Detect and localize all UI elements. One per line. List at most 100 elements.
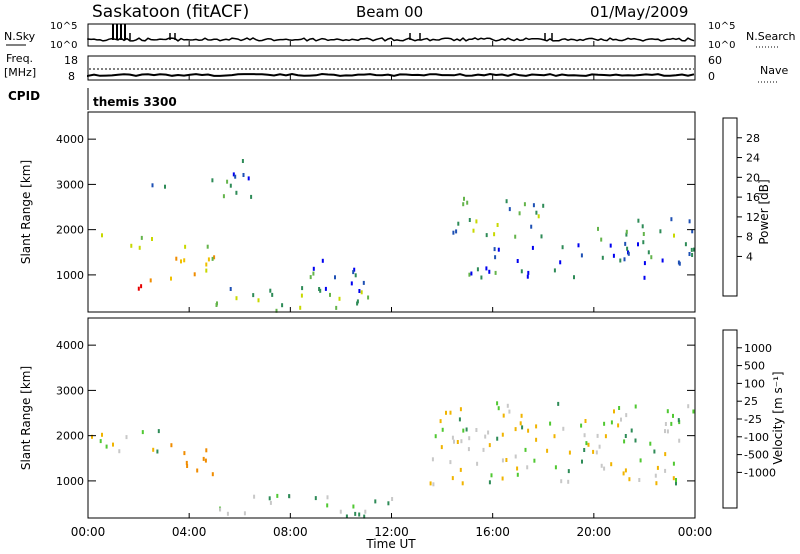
velocity-cell [521,425,524,430]
power-cell [354,273,357,278]
power-cell [137,286,140,291]
velocity-cell [459,467,462,472]
velocity-cell [634,438,637,443]
noise-left-tick-top: 10^5 [50,21,77,32]
x-tick-label: 00:00 [678,525,713,539]
velocity-cell [666,429,669,434]
power-cell [235,190,238,195]
velocity-cell [445,410,447,415]
power-cell [472,228,475,233]
power-cell [206,244,209,249]
power-ylabel: Slant Range [km] [19,160,33,264]
power-cell [271,292,274,297]
velocity-cbar-tick-label: 500 [744,360,765,373]
power-cell [358,289,361,293]
velocity-cell [634,404,637,409]
velocity-cell [226,511,229,516]
power-cell [312,271,315,276]
power-cell [496,223,499,227]
power-cell [470,271,473,276]
velocity-cell [624,434,627,438]
velocity-cell [276,493,279,498]
velocity-cell [451,435,454,440]
power-cell [300,293,303,298]
power-cell [175,256,178,261]
velocity-cell [535,437,538,442]
velocity-cell [441,427,444,432]
power-cell [247,176,250,181]
power-cell [535,210,538,215]
velocity-cell [439,419,442,424]
power-cell [520,269,523,274]
velocity-cell [678,438,681,443]
velocity-cell [568,450,571,455]
power-cell [235,296,238,301]
nave-tick-bottom: 0 [708,70,715,83]
velocity-cell [620,417,622,422]
velocity-cell [112,442,114,447]
power-cbar-tick-label: 12 [746,211,760,224]
power-cell [275,308,278,313]
velocity-cell [557,401,560,406]
velocity-cell [501,476,504,481]
velocity-cell [639,458,642,463]
velocity-cell [664,422,667,426]
velocity-cell [202,456,205,461]
velocity-cell [101,432,103,437]
velocity-cell [157,429,160,434]
power-cell [205,268,208,273]
power-cell [476,267,479,272]
power-cell [329,292,331,297]
velocity-cbar-tick-label: 100 [744,377,765,390]
velocity-cell [431,457,434,462]
power-cell [205,262,208,267]
y-tick-label: 3000 [56,178,84,191]
power-cell [455,229,458,234]
power-cell [494,255,497,260]
freq-tick-top: 18 [64,54,78,67]
velocity-cell [501,432,504,437]
velocity-cell [156,449,159,454]
velocity-cell [459,407,462,412]
velocity-cell [654,473,657,478]
velocity-y-ticks: 1000 2000 3000 4000 [56,339,695,488]
power-cell [597,226,599,231]
velocity-cell [618,406,621,410]
noise-right-tick-bottom: 10^0 [708,40,735,51]
power-cell [659,229,662,234]
velocity-cell [595,450,598,455]
cpid-label: CPID [8,89,40,103]
velocity-cell [520,413,523,418]
freq-label: Freq. [6,52,33,65]
x-axis-label: Time UT [365,537,416,551]
velocity-cell [185,460,188,465]
x-tick-label: 08:00 [273,525,308,539]
power-cell [580,253,583,258]
velocity-cell [526,465,529,470]
velocity-cell [583,433,586,438]
y-tick-label: 1000 [56,269,84,282]
power-cell [623,257,626,262]
power-cell [670,217,673,222]
y-tick-label: 1000 [56,475,84,488]
power-cell [559,260,562,265]
velocity-cbar-tick-label: -1000 [744,466,776,479]
velocity-cell [429,481,432,486]
power-cell [688,219,691,224]
power-cbar-frame [722,117,738,297]
velocity-cell [458,417,461,422]
velocity-cell [314,496,317,501]
cpid-value: themis 3300 [93,95,177,109]
power-cell [353,267,356,272]
x-axis: Time UT 00:00 04:00 08:00 12:00 16:00 20:00 00… [71,41,713,551]
velocity-cell [345,514,348,519]
velocity-cell [465,427,468,432]
velocity-cbar-tick-label: -100 [744,431,769,444]
power-cell [531,245,534,250]
power-cbar-tick-label: 28 [746,132,760,145]
velocity-cell [339,509,342,514]
velocity-colorbar: 1000 500 100 25 -25 -100 -500 -1000 [722,329,776,509]
velocity-cell [666,409,669,414]
velocity-cell [374,499,377,504]
velocity-cell [488,443,491,448]
